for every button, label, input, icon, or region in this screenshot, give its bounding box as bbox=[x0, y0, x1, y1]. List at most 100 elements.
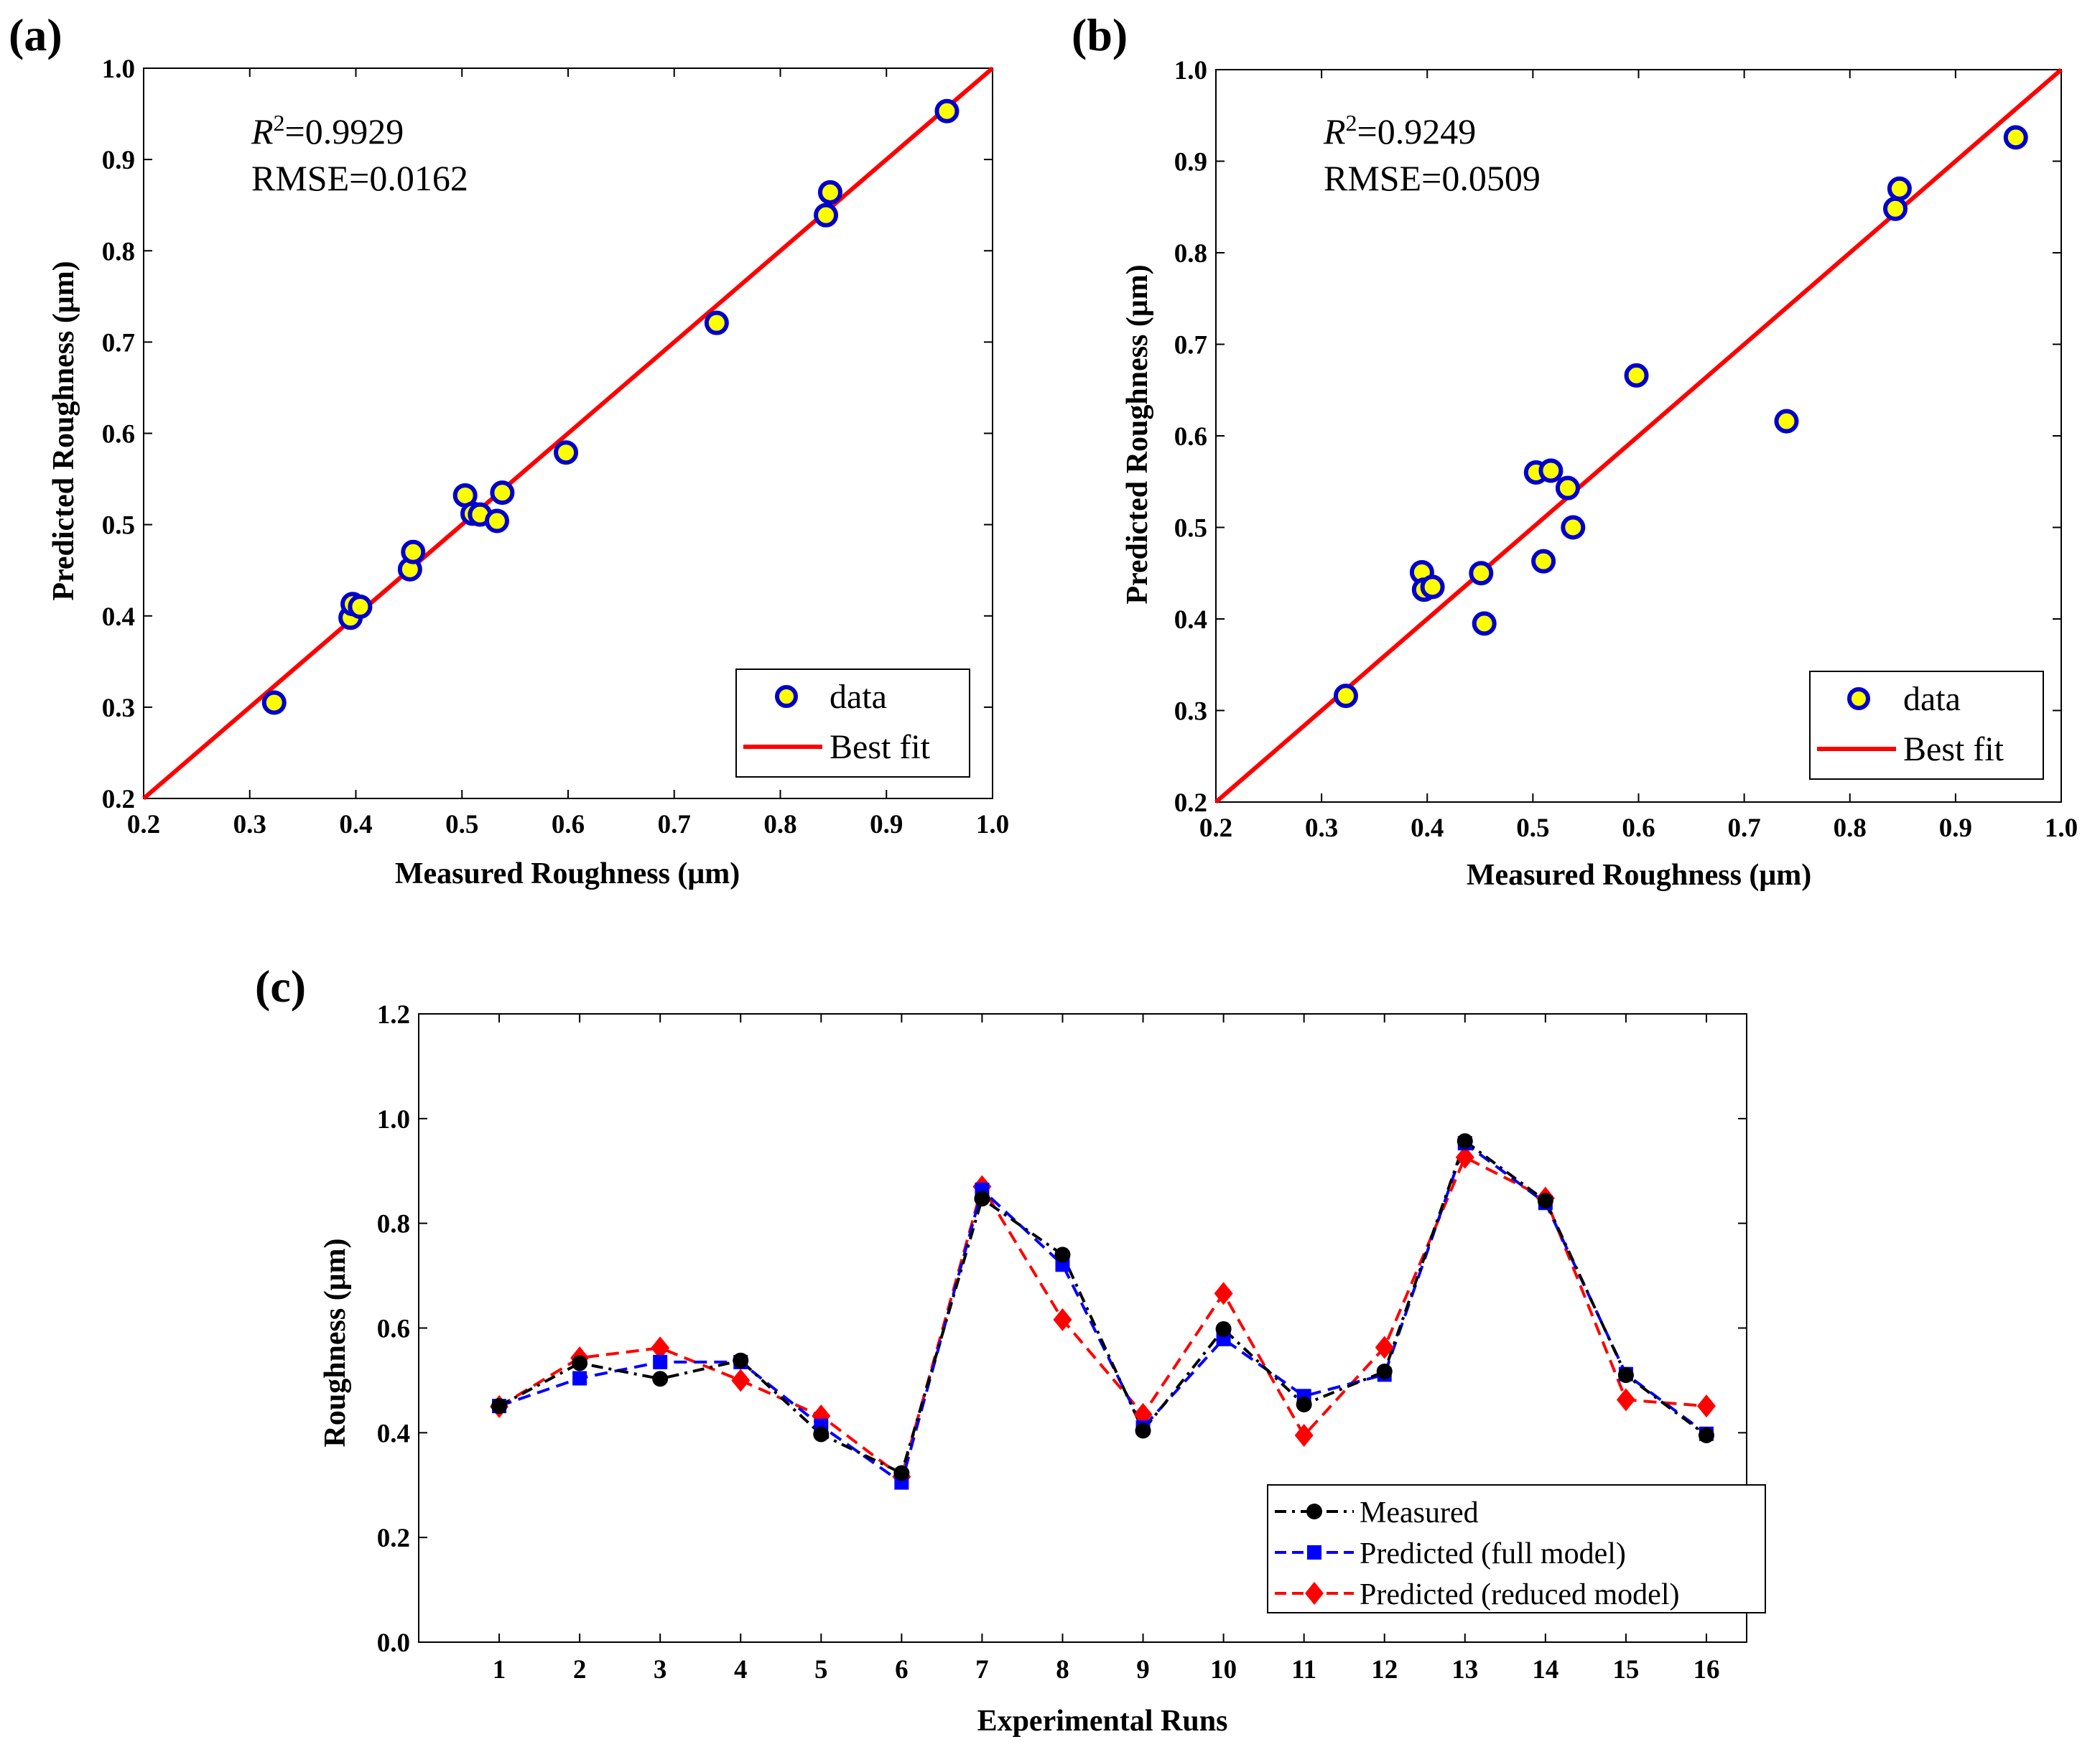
panel-b-data-point bbox=[1538, 458, 1564, 483]
panel-b-ytick-label: 0.5 bbox=[1174, 514, 1207, 544]
panel-c-measured-point bbox=[1215, 1320, 1232, 1337]
panel-c-xtick-label: 2 bbox=[573, 1655, 587, 1685]
panel-b-legend-data-label: data bbox=[1903, 680, 1961, 718]
panel-b-data-point bbox=[1531, 549, 1556, 574]
panel-b: (b) 0.2 0.3 0.4 0.5 0.6 0.7 0.8 0.9 1.0 0.2 0.3 0.4… bbox=[1072, 9, 2078, 892]
panel-c-reduced-model-point bbox=[1294, 1423, 1314, 1447]
panel-c-ytick-label: 0.8 bbox=[377, 1210, 410, 1239]
panel-a-data-point bbox=[704, 310, 729, 335]
panel-a-data-point bbox=[934, 98, 960, 124]
panel-c-measured-point bbox=[572, 1355, 588, 1371]
panel-a-marks: 0.2 0.3 0.4 0.5 0.6 0.7 0.8 0.9 1.0 0.2 0.3 0.4 0.5 0… bbox=[102, 55, 1009, 839]
panel-c-xtick-label: 3 bbox=[654, 1655, 667, 1685]
panel-c-reduced-model-point bbox=[1375, 1336, 1394, 1359]
panel-c-ylabel: Roughness (μm) bbox=[319, 1238, 352, 1447]
panel-b-ytick-label: 0.2 bbox=[1174, 788, 1207, 818]
panel-a-xtick-label: 0.4 bbox=[339, 810, 372, 839]
panel-b-label: (b) bbox=[1072, 9, 1128, 60]
panel-c-legend: Measured Predicted (full model) Predicte… bbox=[1267, 1484, 1766, 1613]
panel-c-measured-point bbox=[974, 1191, 990, 1207]
panel-a-xtick-label: 0.6 bbox=[552, 810, 585, 839]
panel-a-data-point bbox=[814, 202, 839, 228]
panel-b-ytick-label: 0.6 bbox=[1174, 422, 1207, 452]
panel-b-legend-fit-label: Best fit bbox=[1903, 730, 2004, 768]
panel-a-xtick-label: 0.9 bbox=[870, 810, 903, 839]
panel-b-marks: 0.2 0.3 0.4 0.5 0.6 0.7 0.8 0.9 1.0 0.2 0.3 0.4 0.5 0… bbox=[1174, 56, 2078, 843]
panel-b-ytick-label: 0.8 bbox=[1174, 239, 1207, 269]
panel-a-data-point bbox=[348, 595, 373, 620]
panel-c-xtick-label: 8 bbox=[1056, 1655, 1069, 1685]
panel-b-ytick-label: 0.9 bbox=[1174, 148, 1207, 177]
panel-c-reduced-model-point bbox=[1214, 1282, 1233, 1305]
panel-c-label: (c) bbox=[255, 961, 306, 1012]
panel-c-xtick-label: 4 bbox=[734, 1655, 748, 1685]
panel-c-xtick-label: 12 bbox=[1371, 1655, 1398, 1685]
panel-b-data-point bbox=[1469, 561, 1494, 586]
panel-a-data-point bbox=[817, 180, 842, 205]
panel-c-reduced-model-point bbox=[1053, 1308, 1072, 1331]
panel-c-series-full-model-line bbox=[498, 1140, 1708, 1485]
panel-b-ytick-label: 0.7 bbox=[1174, 331, 1207, 360]
panel-b-rmse: RMSE=0.0509 bbox=[1324, 158, 1541, 198]
panel-b-data-point bbox=[1555, 475, 1580, 500]
panel-a-ytick-label: 0.5 bbox=[102, 511, 135, 541]
panel-c-reduced-model-point bbox=[651, 1336, 670, 1360]
panel-c-xtick-label: 6 bbox=[895, 1655, 909, 1685]
panel-c-ytick-label: 0.4 bbox=[377, 1419, 410, 1448]
panel-c-measured-point bbox=[893, 1465, 910, 1481]
panel-b-ytick-label: 0.4 bbox=[1174, 605, 1207, 635]
panel-a-ytick-label: 0.9 bbox=[102, 146, 135, 175]
panel-b-xtick-label: 1.0 bbox=[2045, 814, 2078, 843]
panel-b-best-fit-line bbox=[1214, 67, 2063, 804]
panel-b-r2: R2=0.9249 bbox=[1323, 110, 1476, 152]
panel-c-reduced-model-point bbox=[1696, 1394, 1716, 1418]
panel-c-legend-box bbox=[1267, 1484, 1766, 1613]
panel-a-xtick-label: 0.2 bbox=[127, 810, 160, 839]
panel-a-legend-box bbox=[735, 668, 970, 778]
panel-a-ytick-label: 0.7 bbox=[102, 328, 135, 358]
panel-b-xtick-label: 0.3 bbox=[1305, 814, 1338, 843]
panel-b-legend-data-marker bbox=[1847, 687, 1870, 710]
panel-c-xtick-label: 9 bbox=[1136, 1655, 1150, 1685]
panel-a-data-point bbox=[261, 690, 287, 715]
panel-a-legend: data Best fit bbox=[735, 668, 970, 778]
panel-c-ytick-label: 0.2 bbox=[377, 1524, 410, 1553]
panel-c-xlabel: Experimental Runs bbox=[977, 1705, 1228, 1738]
panel-b-xlabel: Measured Roughness (μm) bbox=[1467, 859, 1811, 892]
panel-c-xtick-label: 16 bbox=[1693, 1655, 1719, 1685]
panel-c-reduced-model-point bbox=[1616, 1388, 1635, 1412]
panel-c-measured-point bbox=[491, 1398, 508, 1415]
panel-b-data-point bbox=[1472, 611, 1497, 636]
panel-a-xtick-label: 0.8 bbox=[763, 810, 796, 839]
panel-c-measured-point bbox=[1698, 1427, 1714, 1443]
panel-b-xtick-label: 0.4 bbox=[1411, 814, 1444, 843]
panel-b-xtick-label: 0.9 bbox=[1939, 814, 1972, 843]
panel-c-legend-measured-label: Measured bbox=[1360, 1496, 1479, 1529]
panel-b-data-point bbox=[1887, 176, 1912, 201]
panel-c-measured-point bbox=[1054, 1247, 1071, 1263]
panel-c-measured-point bbox=[1456, 1133, 1473, 1150]
panel-a-ytick-label: 0.2 bbox=[102, 785, 135, 814]
panel-a-data-point bbox=[554, 440, 579, 465]
panel-c: (c) 1 2 3 4 5 6 7 8 9 10 11 12 13 14 15 160.00.20.40.60… bbox=[255, 961, 1766, 1738]
panel-a-legend-data-marker bbox=[775, 685, 798, 708]
panel-a-legend-fit-label: Best fit bbox=[830, 728, 931, 766]
panel-a-xtick-label: 0.5 bbox=[445, 810, 478, 839]
panel-a-ytick-label: 0.8 bbox=[102, 237, 135, 266]
panel-b-data-point bbox=[1883, 196, 1908, 221]
panel-c-measured-point bbox=[813, 1426, 830, 1443]
panel-a-ytick-label: 0.4 bbox=[102, 602, 135, 632]
panel-a-data-point bbox=[485, 508, 510, 534]
panel-a-label: (a) bbox=[9, 9, 62, 60]
panel-c-measured-point bbox=[1617, 1367, 1634, 1384]
panel-c-ytick-label: 1.2 bbox=[377, 1000, 410, 1030]
panel-c-measured-point bbox=[733, 1352, 749, 1369]
panel-c-reduced-model-point bbox=[731, 1369, 751, 1392]
panel-a-xlabel: Measured Roughness (μm) bbox=[395, 857, 740, 890]
panel-a-xtick-label: 0.7 bbox=[658, 810, 691, 839]
panel-b-data-point bbox=[1774, 409, 1799, 434]
panel-c-xtick-label: 7 bbox=[975, 1655, 989, 1685]
panel-c-xtick-label: 11 bbox=[1291, 1655, 1316, 1685]
panel-c-measured-point bbox=[1376, 1364, 1393, 1380]
